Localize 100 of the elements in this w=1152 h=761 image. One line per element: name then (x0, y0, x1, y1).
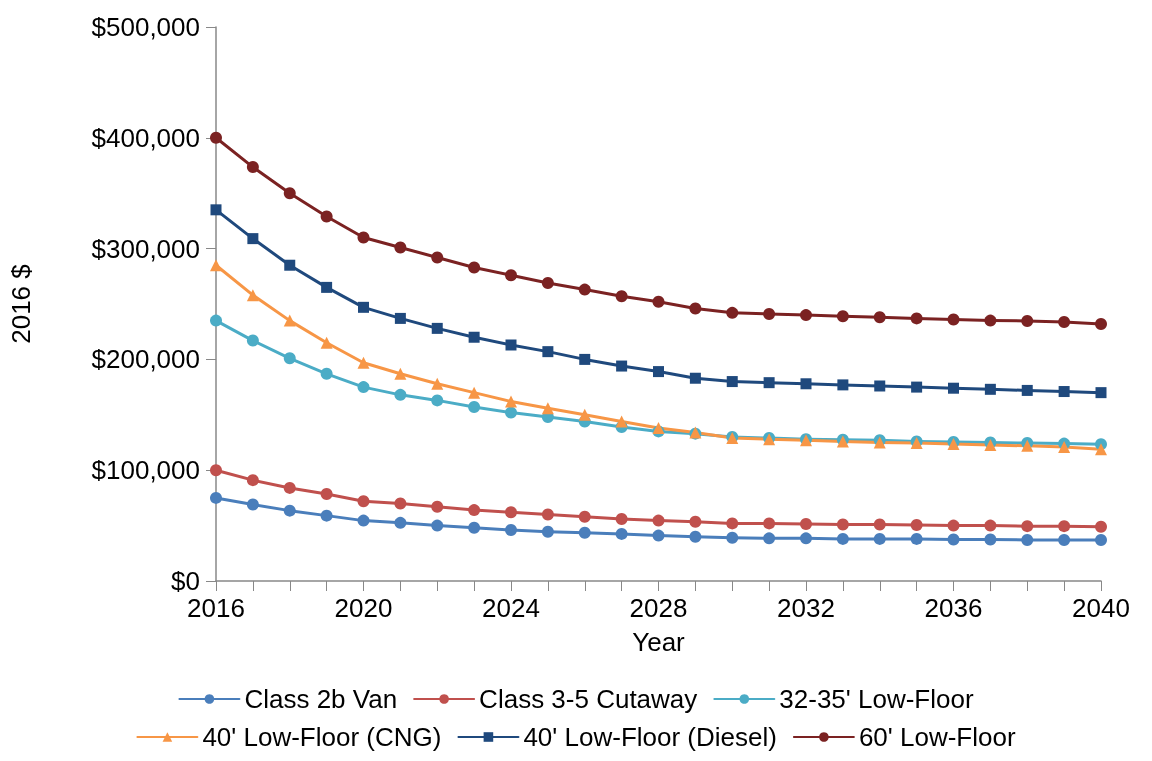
point (689, 372, 701, 384)
point (283, 352, 296, 365)
point (431, 394, 444, 407)
point (468, 521, 481, 534)
point (541, 525, 554, 538)
point (910, 312, 923, 325)
point (653, 366, 664, 378)
point (394, 516, 407, 529)
point (357, 356, 370, 369)
point (578, 408, 591, 421)
point (283, 187, 296, 200)
point (542, 346, 554, 358)
point (320, 336, 333, 349)
point (431, 251, 444, 264)
point (468, 261, 481, 274)
point (947, 533, 960, 546)
point (505, 506, 517, 519)
point (246, 498, 259, 511)
point (1058, 520, 1071, 533)
point (689, 530, 702, 543)
point (358, 301, 369, 313)
point (210, 259, 222, 272)
point (726, 306, 739, 319)
point (763, 517, 776, 530)
x-tick-label: 2024 (482, 593, 540, 623)
point (837, 379, 849, 391)
point (431, 500, 444, 513)
point (394, 367, 407, 380)
point (394, 241, 407, 254)
point (984, 314, 997, 327)
point (579, 353, 591, 365)
point (505, 339, 517, 351)
point (321, 281, 333, 293)
point (984, 533, 997, 546)
point (1095, 387, 1107, 399)
point (394, 388, 407, 401)
y-tick-label: $100,000 (91, 455, 200, 486)
point (947, 519, 960, 532)
point (1021, 520, 1034, 533)
y-tick-label: $400,000 (91, 122, 200, 153)
point (541, 508, 554, 521)
point (283, 481, 296, 494)
point (578, 526, 591, 539)
point (947, 313, 960, 326)
point (1095, 520, 1107, 533)
point (210, 491, 222, 504)
point (873, 532, 886, 545)
point (394, 497, 407, 510)
point (247, 233, 259, 245)
point (726, 376, 738, 388)
point (800, 309, 812, 322)
point (984, 519, 997, 532)
point (431, 519, 444, 532)
point (689, 302, 702, 315)
point (800, 517, 812, 530)
point (836, 532, 849, 545)
legend-label: 40' Low-Floor (Diesel) (523, 722, 777, 752)
point (763, 307, 776, 320)
y-tick-label: $0 (171, 566, 200, 596)
point (468, 504, 481, 517)
point (246, 289, 259, 302)
point (1058, 534, 1071, 546)
x-tick-label: 2028 (629, 593, 688, 623)
point (1021, 384, 1033, 396)
point (726, 517, 739, 530)
x-axis-title: Year (632, 627, 686, 657)
x-tick-label: 2016 (187, 593, 245, 623)
point (505, 406, 517, 419)
point (210, 131, 222, 144)
point (874, 380, 886, 392)
x-tick-label: 2036 (924, 593, 983, 623)
point (357, 514, 370, 527)
point (210, 314, 222, 327)
x-tick-label: 2032 (777, 593, 835, 623)
point (246, 474, 259, 487)
point (320, 367, 333, 380)
legend-label: Class 2b Van (244, 684, 398, 714)
legend-label: 60' Low-Floor (858, 722, 1016, 752)
point (357, 381, 370, 394)
point (283, 504, 296, 517)
point (615, 290, 628, 303)
point (763, 532, 776, 545)
point (873, 518, 886, 531)
point (1095, 534, 1107, 546)
point (431, 377, 444, 390)
point (468, 386, 481, 399)
point (616, 360, 628, 372)
point (505, 395, 517, 408)
y-tick-label: $500,000 (91, 12, 200, 42)
point (615, 527, 628, 540)
point (320, 488, 333, 501)
x-tick-label: 2040 (1072, 593, 1130, 623)
point (246, 334, 259, 347)
point (320, 210, 333, 223)
point (1058, 316, 1071, 329)
point (1021, 534, 1034, 546)
point (505, 269, 517, 282)
point (836, 310, 849, 323)
point (1021, 314, 1034, 327)
legend-label: 40' Low-Floor (CNG) (202, 722, 442, 752)
